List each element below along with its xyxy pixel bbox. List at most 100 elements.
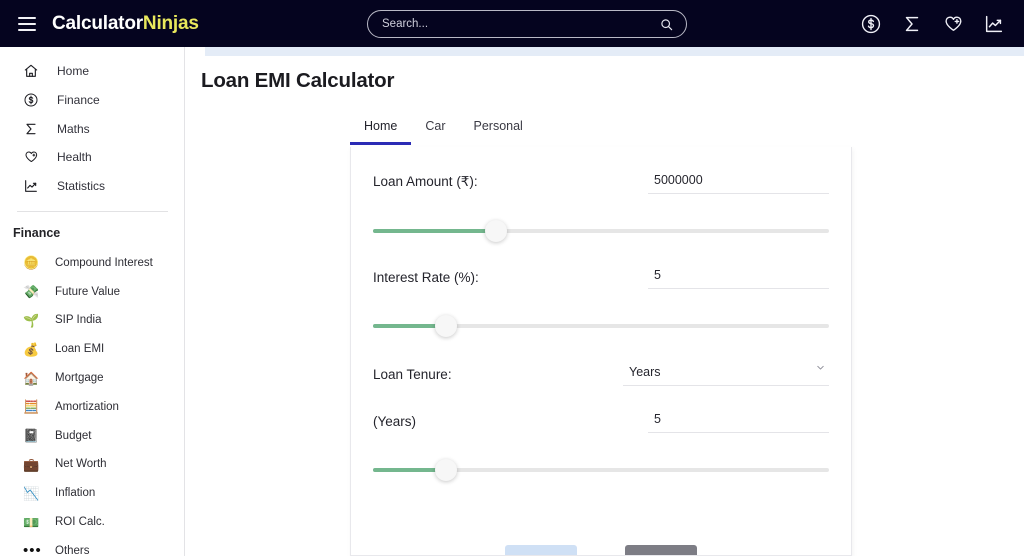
sidebar-item-label: Amortization [55,400,119,413]
abacus-icon: 🧮 [23,399,40,415]
interest-rate-label: Interest Rate (%): [373,270,479,285]
sidebar-item-label: Home [57,64,90,79]
tenure-years-label: (Years) [373,414,417,429]
sidebar-item-label: ROI Calc. [55,516,105,528]
search-icon[interactable] [660,18,673,31]
heart-icon [22,148,40,166]
sidebar-item-amortization[interactable]: 🧮 Amortization [0,392,184,421]
sidebar-item-others[interactable]: ••• Others [0,536,184,556]
brand-name-accent: Ninjas [142,12,199,34]
slider-fill [373,468,446,472]
sidebar-item-label: Health [57,150,92,165]
top-header: CalculatorNinjas [0,0,1024,47]
search-bar[interactable] [367,10,687,38]
dollar-circle-icon [22,91,40,109]
inflation-icon: 📉 [23,485,40,501]
action-button-row [373,545,829,555]
sidebar-item-net-worth[interactable]: 💼 Net Worth [0,450,184,479]
loan-tenure-row: Loan Tenure: Years Months [373,337,829,386]
sidebar-item-finance[interactable]: Finance [0,86,184,115]
money-growth-icon: 💸 [23,284,40,300]
loan-tenure-label: Loan Tenure: [373,367,452,382]
interest-rate-slider-row [373,289,829,337]
sidebar-item-sip-india[interactable]: 🌱 SIP India [0,306,184,335]
sidebar-item-label: Future Value [55,285,120,298]
brand-logo[interactable]: CalculatorNinjas [52,13,199,35]
slider-thumb[interactable] [434,459,457,481]
interest-rate-slider[interactable] [373,315,829,337]
tenure-years-slider-row [373,433,829,481]
reset-button[interactable] [625,545,697,555]
sidebar-item-loan-emi[interactable]: 💰 Loan EMI [0,335,184,364]
tab-personal[interactable]: Personal [473,119,523,133]
interest-rate-input[interactable] [648,268,829,289]
header-icon-group [859,0,1006,47]
sidebar-item-label: Maths [57,121,90,136]
loan-amount-row: Loan Amount (₹): [373,147,829,194]
sidebar-item-label: Loan EMI [55,343,105,356]
banknote-icon: 💵 [23,514,40,530]
loan-amount-slider-row [373,194,829,242]
loan-amount-input[interactable] [648,173,829,194]
sidebar-item-label: SIP India [55,314,102,327]
slider-thumb[interactable] [434,315,457,337]
slider-fill [373,324,446,328]
slider-track [373,229,829,233]
heart-plus-icon[interactable] [941,12,965,36]
sidebar-item-inflation[interactable]: 📉 Inflation [0,479,184,508]
sidebar-item-mortgage[interactable]: 🏠 Mortgage [0,364,184,393]
tenure-years-row: (Years) [373,386,829,433]
slider-track [373,324,829,328]
tab-bar: Home Car Personal [350,115,852,151]
sidebar-item-home[interactable]: Home [0,57,184,86]
sidebar-item-health[interactable]: Health [0,143,184,172]
sidebar-item-label: Statistics [57,179,106,194]
sigma-icon[interactable] [900,12,924,36]
search-input[interactable] [368,18,660,30]
sidebar-item-label: Budget [55,429,92,442]
slider-fill [373,229,497,233]
slider-track [373,468,829,472]
slider-thumb[interactable] [485,220,508,242]
sidebar-divider [17,211,168,213]
interest-rate-row: Interest Rate (%): [373,242,829,289]
tab-home[interactable]: Home [350,115,412,145]
loan-tenure-select-wrap: Years Months [623,363,829,386]
loan-amount-label: Loan Amount (₹): [373,174,478,189]
money-bag-icon: 💰 [23,341,40,357]
house-icon: 🏠 [23,370,40,386]
sidebar-section-title: Finance [13,226,61,241]
dollar-circle-icon[interactable] [859,12,883,36]
tenure-years-input[interactable] [648,412,829,433]
sip-icon: 🌱 [23,312,40,328]
page-title: Loan EMI Calculator [201,69,395,92]
top-accent-strip [205,47,1024,56]
sidebar-item-label: Finance [57,93,100,108]
loan-tenure-select[interactable]: Years Months [623,365,829,386]
sidebar-item-compound-interest[interactable]: 🪙 Compound Interest [0,248,184,277]
sidebar-item-label: Inflation [55,487,96,500]
sidebar-item-budget[interactable]: 📓 Budget [0,421,184,450]
calculator-card: Loan Amount (₹): Interest Rate (%): Loan [350,147,852,556]
sidebar-item-future-value[interactable]: 💸 Future Value [0,277,184,306]
calculate-button[interactable] [505,545,577,555]
main-content: Loan EMI Calculator Home Car Personal Lo… [185,47,1024,556]
sidebar-item-label: Others [55,544,90,556]
sidebar-item-roi-calc[interactable]: 💵 ROI Calc. [0,508,184,537]
sidebar: Home Finance Maths Health [0,47,185,556]
sidebar-item-statistics[interactable]: Statistics [0,172,184,201]
tab-car[interactable]: Car [425,119,446,133]
sigma-icon [22,120,40,138]
sidebar-item-maths[interactable]: Maths [0,114,184,143]
briefcase-icon: 💼 [23,456,40,472]
loan-amount-slider[interactable] [373,220,829,242]
calculator-icon: 📓 [23,428,40,444]
hamburger-menu-icon[interactable] [18,16,36,31]
trending-chart-icon[interactable] [982,12,1006,36]
brand-name-primary: Calculator [52,12,143,34]
coins-icon: 🪙 [23,255,40,271]
home-icon [22,62,40,80]
tenure-years-slider[interactable] [373,459,829,481]
ellipsis-icon: ••• [23,542,42,556]
sidebar-item-label: Compound Interest [55,256,153,269]
